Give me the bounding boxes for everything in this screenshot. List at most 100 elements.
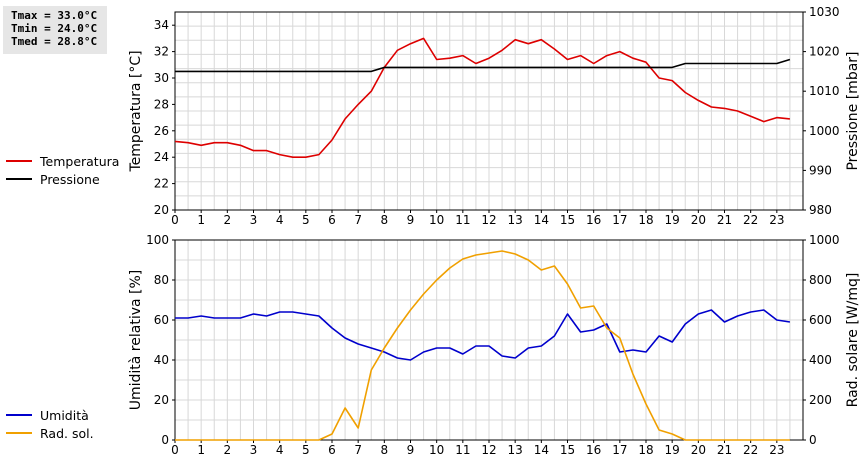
series-line-pressione <box>175 58 791 73</box>
x-tick-label: 14 <box>534 443 549 457</box>
legend-label-rad-sol: Rad. sol. <box>40 425 94 441</box>
series-line-rad-sol <box>175 250 790 441</box>
x-tick-label: 16 <box>586 443 601 457</box>
series-line-temperatura <box>174 37 790 158</box>
y2-tick-label: 0 <box>809 433 817 447</box>
y-tick-label: 100 <box>146 233 169 247</box>
y2-tick-label: 200 <box>809 393 832 407</box>
legend-label-temperatura: Temperatura <box>40 153 120 169</box>
x-tick-label: 14 <box>534 213 549 227</box>
x-tick-label: 7 <box>354 213 362 227</box>
y2-tick-label: 1000 <box>809 124 840 138</box>
legend-bottom: Umidità Rad. sol. <box>6 406 94 442</box>
series-line-umidit <box>175 309 791 361</box>
y-tick-label: 0 <box>161 433 169 447</box>
legend-label-umidita: Umidità <box>40 407 89 423</box>
legend-swatch-rad-sol <box>6 432 32 434</box>
chart-panel-temp: 0 1 2 3 4 5 6 7 8 9 10 11 12 13 14 15 16 17 18 19 20 21 22 2320… <box>128 5 860 227</box>
x-tick-label: 6 <box>328 443 336 457</box>
y2-tick-label: 1030 <box>809 5 840 19</box>
y-tick-label: 80 <box>154 273 169 287</box>
y2-tick-label: 1010 <box>809 84 840 98</box>
x-tick-label: 1 <box>197 213 205 227</box>
stat-tmin: Tmin = 24.0°C <box>11 22 98 35</box>
y-axis-label: Umidità relativa [%] <box>128 270 144 411</box>
x-tick-label: 11 <box>455 213 470 227</box>
x-tick-label: 19 <box>665 213 680 227</box>
y-tick-label: 60 <box>154 313 169 327</box>
x-tick-label: 8 <box>381 213 389 227</box>
x-tick-label: 16 <box>586 213 601 227</box>
y-tick-label: 30 <box>154 71 169 85</box>
legend-swatch-umidita <box>6 414 32 416</box>
x-tick-label: 22 <box>743 443 758 457</box>
x-tick-label: 21 <box>717 213 732 227</box>
x-tick-label: 19 <box>665 443 680 457</box>
y-tick-label: 40 <box>154 353 169 367</box>
x-tick-label: 15 <box>560 213 575 227</box>
y2-tick-label: 400 <box>809 353 832 367</box>
x-tick-label: 23 <box>769 443 784 457</box>
y-axis-label: Temperatura [°C] <box>128 50 144 172</box>
legend-label-pressione: Pressione <box>40 171 100 187</box>
y2-tick-label: 990 <box>809 163 832 177</box>
y-tick-label: 34 <box>154 18 169 32</box>
y2-tick-label: 1020 <box>809 45 840 59</box>
x-tick-label: 3 <box>250 443 258 457</box>
x-tick-label: 4 <box>276 213 284 227</box>
x-tick-label: 11 <box>455 443 470 457</box>
x-tick-label: 17 <box>612 443 627 457</box>
x-tick-label: 18 <box>638 443 653 457</box>
y2-tick-label: 800 <box>809 273 832 287</box>
legend-entry-pressione: Pressione <box>6 170 119 188</box>
x-tick-label: 18 <box>638 213 653 227</box>
legend-entry-rad-sol: Rad. sol. <box>6 424 94 442</box>
x-tick-label: 10 <box>429 213 444 227</box>
x-tick-label: 15 <box>560 443 575 457</box>
chart-panel-hum: 0 1 2 3 4 5 6 7 8 9 10 11 12 13 14 15 16 17 18 19 20 21 22 2302… <box>128 233 860 457</box>
y2-tick-label: 980 <box>809 203 832 217</box>
x-tick-label: 20 <box>691 213 706 227</box>
y-tick-label: 20 <box>154 203 169 217</box>
y2-tick-label: 1000 <box>809 233 840 247</box>
x-tick-label: 21 <box>717 443 732 457</box>
x-tick-label: 5 <box>302 213 310 227</box>
x-tick-label: 23 <box>769 213 784 227</box>
x-tick-label: 22 <box>743 213 758 227</box>
x-tick-label: 2 <box>224 213 232 227</box>
x-tick-label: 13 <box>508 443 523 457</box>
x-tick-label: 20 <box>691 443 706 457</box>
x-tick-label: 8 <box>381 443 389 457</box>
legend-swatch-pressione <box>6 178 32 180</box>
y-tick-label: 22 <box>154 177 169 191</box>
x-tick-label: 17 <box>612 213 627 227</box>
y2-tick-label: 600 <box>809 313 832 327</box>
x-tick-label: 2 <box>224 443 232 457</box>
y2-axis-label: Rad. solare [W/mq] <box>845 273 860 408</box>
x-tick-label: 9 <box>407 443 415 457</box>
x-tick-label: 5 <box>302 443 310 457</box>
x-tick-label: 0 <box>171 443 179 457</box>
legend-entry-umidita: Umidità <box>6 406 94 424</box>
x-tick-label: 7 <box>354 443 362 457</box>
y2-axis-label: Pressione [mbar] <box>845 51 860 170</box>
x-tick-label: 6 <box>328 213 336 227</box>
stat-tmed: Tmed = 28.8°C <box>11 35 98 48</box>
x-tick-label: 3 <box>250 213 258 227</box>
y-tick-label: 26 <box>154 124 169 138</box>
x-tick-label: 12 <box>481 213 496 227</box>
y-tick-label: 24 <box>154 150 169 164</box>
legend-top: Temperatura Pressione <box>6 152 119 188</box>
legend-swatch-temperatura <box>6 160 32 162</box>
x-tick-label: 12 <box>481 443 496 457</box>
x-tick-label: 1 <box>197 443 205 457</box>
legend-entry-temperatura: Temperatura <box>6 152 119 170</box>
x-tick-label: 10 <box>429 443 444 457</box>
stats-box: Tmax = 33.0°C Tmin = 24.0°C Tmed = 28.8°… <box>3 6 107 54</box>
y-tick-label: 32 <box>154 45 169 59</box>
x-tick-label: 13 <box>508 213 523 227</box>
y-tick-label: 20 <box>154 393 169 407</box>
stat-tmax: Tmax = 33.0°C <box>11 9 98 22</box>
x-tick-label: 0 <box>171 213 179 227</box>
